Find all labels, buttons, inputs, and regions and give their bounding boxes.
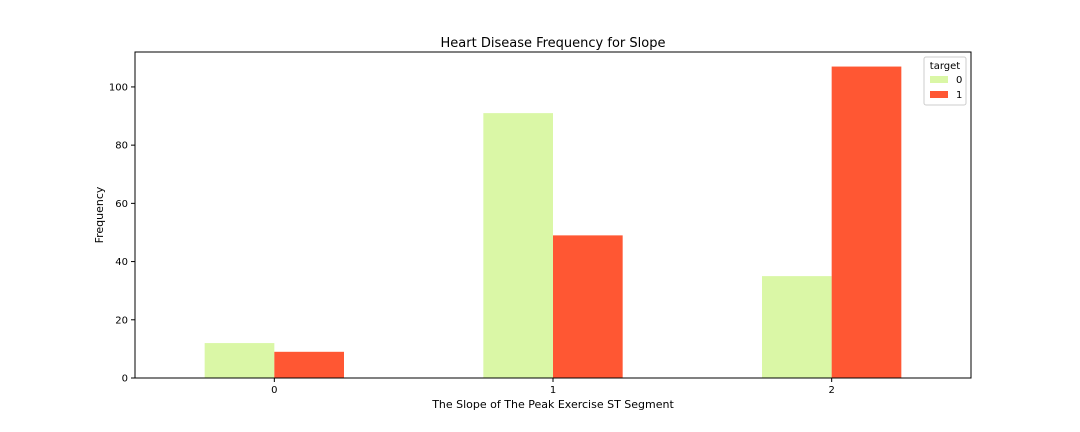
y-axis-label: Frequency: [93, 186, 106, 243]
y-tick-label-100: 100: [109, 82, 128, 93]
x-tick-label-1: 1: [550, 385, 556, 396]
chart-title: Heart Disease Frequency for Slope: [441, 36, 666, 51]
y-tick-label-60: 60: [115, 199, 128, 210]
bar-target-0-slope-0: [204, 343, 275, 378]
bar-target-1-slope-0: [274, 351, 344, 378]
bar-target-1-slope-2: [831, 66, 902, 378]
bar-target-0-slope-2: [762, 276, 832, 378]
legend-label-target-1: 1: [956, 90, 962, 101]
legend-swatch-target-0: [930, 76, 948, 83]
legend-swatch-target-1: [930, 91, 948, 98]
x-axis: 0 1 2: [271, 378, 835, 396]
bar-target-0-slope-1: [483, 113, 553, 378]
x-tick-label-2: 2: [828, 385, 834, 396]
bars-group: [204, 66, 902, 378]
y-axis: 0 20 40 60 80 100: [109, 82, 135, 385]
plot-frame: [134, 51, 972, 379]
y-tick-label-20: 20: [115, 315, 128, 326]
y-tick-label-40: 40: [115, 257, 128, 268]
y-tick-label-0: 0: [122, 374, 128, 385]
legend: target 0 1: [923, 56, 967, 106]
bar-target-1-slope-1: [553, 235, 623, 378]
x-axis-label: The Slope of The Peak Exercise ST Segmen…: [431, 398, 674, 411]
legend-label-target-0: 0: [956, 75, 962, 86]
y-tick-label-80: 80: [115, 141, 128, 152]
legend-title: target: [930, 61, 960, 72]
x-tick-label-0: 0: [271, 385, 277, 396]
